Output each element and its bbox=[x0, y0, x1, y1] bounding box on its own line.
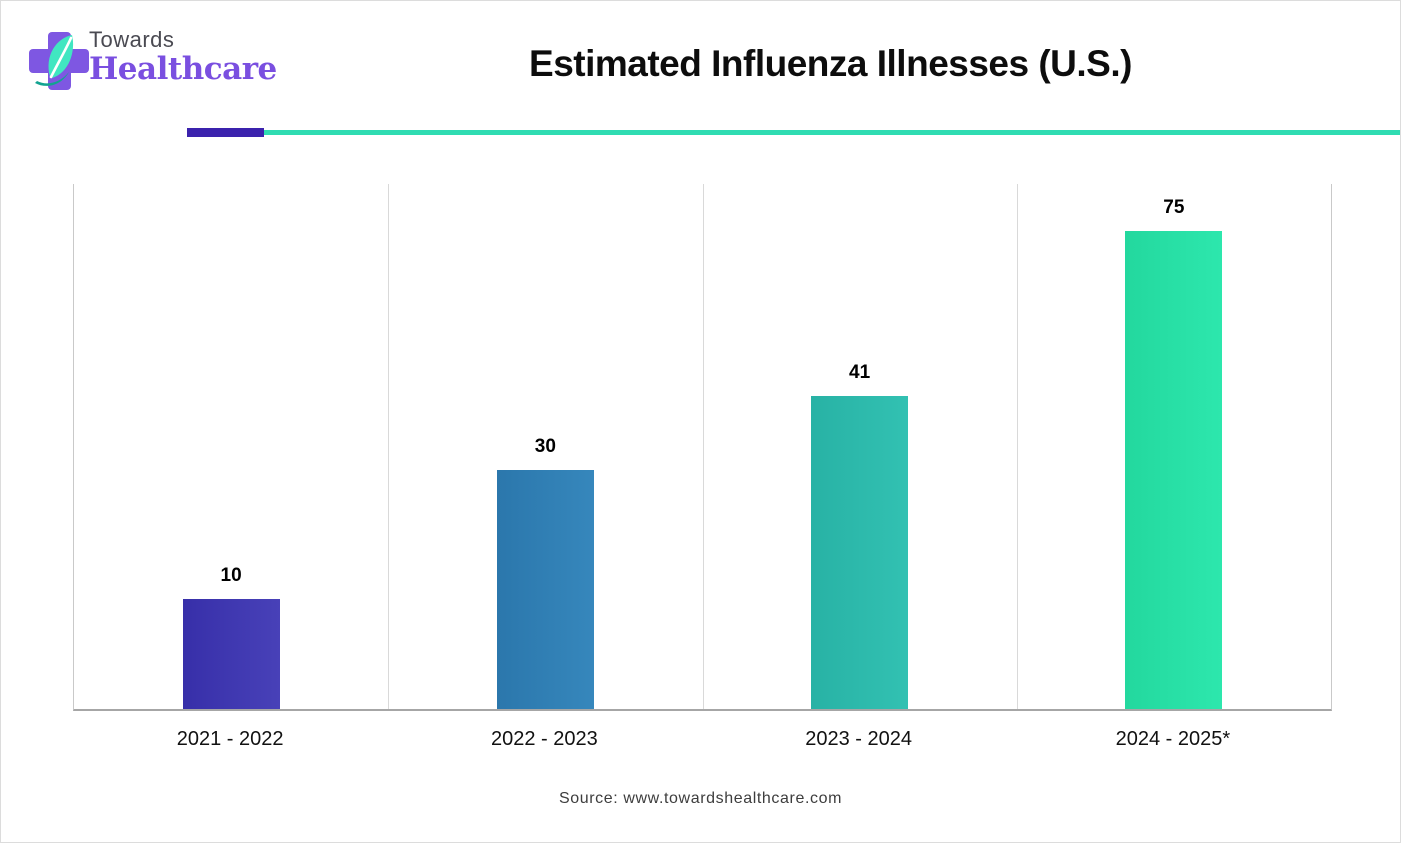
bar bbox=[811, 395, 909, 709]
x-axis-label: 2021 - 2022 bbox=[176, 728, 284, 750]
bar-value-label: 30 bbox=[534, 435, 556, 457]
bar-column: 10 bbox=[74, 184, 388, 709]
x-axis-label: 2023 - 2024 bbox=[805, 728, 912, 750]
x-axis-labels: 2021 - 2022 2022 - 2023 2023 - 2024 2024 - … bbox=[73, 728, 1330, 758]
gridline bbox=[702, 184, 704, 709]
divider-line-teal bbox=[264, 130, 1400, 135]
bar bbox=[496, 469, 594, 709]
brand-name-towards: Towards bbox=[89, 27, 175, 52]
divider-accent-purple bbox=[187, 128, 264, 137]
bar-value-label: 75 bbox=[1163, 197, 1185, 219]
bar bbox=[1125, 231, 1223, 709]
x-axis-label: 2022 - 2023 bbox=[490, 728, 598, 750]
towards-healthcare-logo-icon bbox=[29, 32, 89, 90]
chart-title: Estimated Influenza Illnesses (U.S.) bbox=[529, 43, 1132, 84]
bar-column: 75 bbox=[1017, 184, 1331, 709]
brand-name-healthcare: Healthcare bbox=[89, 51, 277, 87]
x-axis-label: 2024 - 2025* bbox=[1115, 728, 1231, 750]
bar-value-label: 10 bbox=[220, 564, 242, 586]
bar-column: 41 bbox=[703, 184, 1017, 709]
bar-column: 30 bbox=[388, 184, 702, 709]
plot-area: 10 30 41 75 bbox=[73, 184, 1332, 711]
source-text: Source: www.towardshealthcare.com bbox=[558, 790, 843, 807]
bar-value-label: 41 bbox=[849, 361, 871, 383]
gridline bbox=[1016, 184, 1018, 709]
gridline bbox=[388, 184, 390, 709]
logo-wordmark: Towards Healthcare bbox=[89, 29, 277, 85]
bar bbox=[182, 598, 280, 709]
